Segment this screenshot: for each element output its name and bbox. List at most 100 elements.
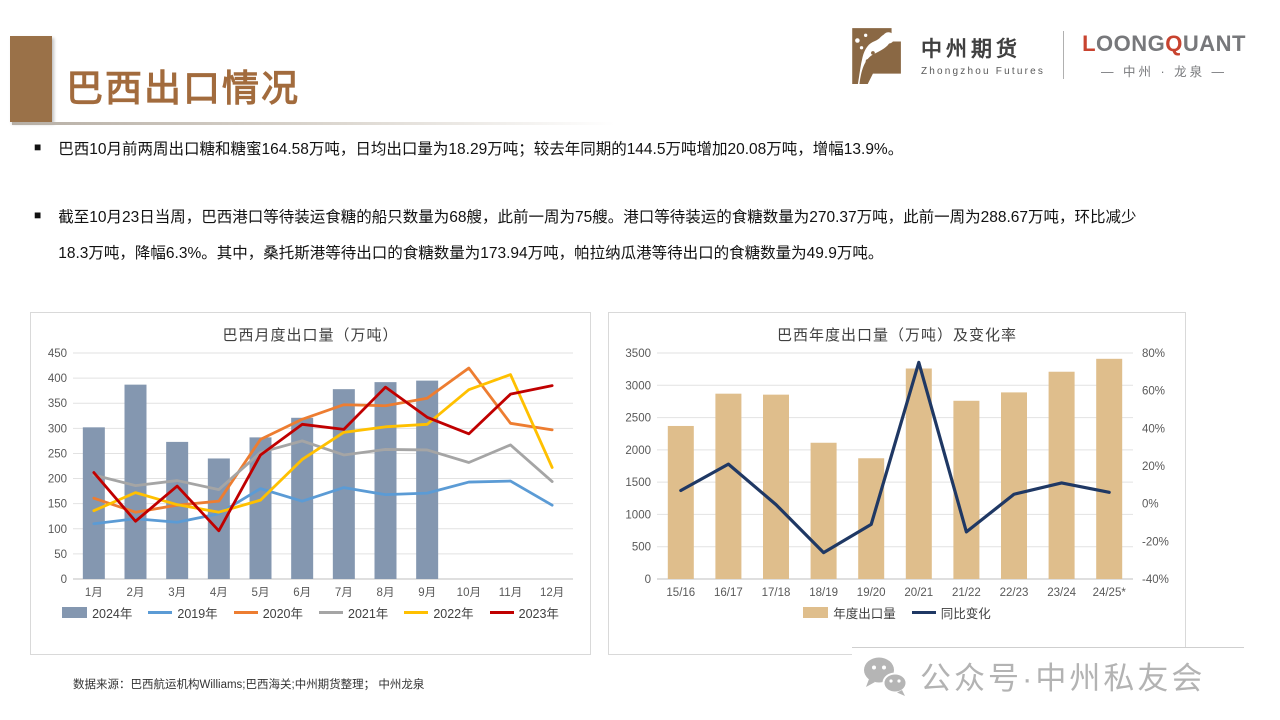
legend-item-2021年: 2021年	[319, 603, 388, 622]
brand-loongquant: LOONGQUANT — 中州 · 龙泉 —	[1082, 31, 1246, 80]
brand-loongquant-subtitle: — 中州 · 龙泉 —	[1101, 64, 1228, 79]
x-axis-tick-label: 23/24	[1047, 587, 1076, 599]
bar-2024年-9月	[415, 380, 438, 579]
bar-年度出口量-20/21	[905, 368, 932, 579]
line-series-2022年	[91, 373, 554, 514]
legend-swatch	[404, 611, 429, 614]
legend-item-2022年: 2022年	[404, 603, 474, 622]
legend-swatch	[319, 611, 343, 614]
legend-swatch	[803, 607, 829, 618]
y-axis-tick-label: 0	[645, 574, 651, 586]
x-axis-tick-label: 5月	[251, 587, 269, 599]
x-axis-tick-label: 4月	[209, 587, 227, 599]
x-axis-tick-label: 11月	[498, 587, 521, 599]
x-axis-tick-label: 12月	[540, 587, 564, 599]
x-axis-tick-label: 10月	[456, 587, 480, 599]
y-axis-tick-label: 350	[47, 398, 66, 410]
bar-2024年-8月	[374, 382, 396, 579]
x-axis-tick-label: 7月	[334, 587, 352, 599]
y-axis-tick-label: 50	[54, 549, 67, 561]
bar-2024年-2月	[124, 384, 146, 579]
x-axis-tick-label: 15/16	[666, 587, 695, 599]
right-y-axis-tick-label: 0%	[1142, 499, 1159, 511]
legend-item-2019年: 2019年	[148, 603, 218, 622]
x-axis-tick-label: 3月	[168, 587, 186, 599]
annual-chart-legend: 年度出口量 同比变化	[803, 603, 991, 622]
legend-label: 同比变化	[940, 607, 991, 621]
x-axis-tick-label: 20/21	[904, 587, 933, 599]
bar-年度出口量-15/16	[667, 425, 694, 579]
legend-label: 2019年	[177, 607, 218, 621]
legend-swatch	[233, 611, 258, 614]
legend-swatch	[148, 611, 173, 614]
legend-item-2023年: 2023年	[489, 603, 559, 622]
line-series-2021年	[91, 439, 554, 492]
bar-2024年-6月	[290, 417, 313, 579]
x-axis-tick-label: 16/17	[714, 587, 743, 599]
bullet-marker: ■	[34, 208, 42, 222]
legend-label: 2022年	[433, 607, 474, 621]
legend-label: 2024年	[92, 607, 133, 621]
x-axis-tick-label: 6月	[293, 587, 311, 599]
bullet-text: 巴西10月前两周出口糖和糖蜜164.58万吨，日均出口量为18.29万吨；较去年…	[58, 141, 904, 158]
logo-cluster: 中州期货 Zhongzhou Futures LOONGQUANT — 中州 ·…	[843, 26, 1246, 84]
bar-年度出口量-18/19	[810, 442, 837, 579]
right-y-axis-tick-label: 80%	[1142, 348, 1165, 360]
monthly-export-chart-panel: 巴西月度出口量（万吨） 0 50 100 150 200 250 300 350 400 450 1…	[30, 312, 591, 655]
right-y-axis-tick-label: -40%	[1142, 574, 1169, 586]
legend-item-同比变化: 同比变化	[911, 603, 991, 622]
leopard-logo-icon	[852, 28, 901, 84]
y-axis-tick-label: 450	[47, 348, 66, 360]
bullet-paragraph-1: ■ 巴西10月前两周出口糖和糖蜜164.58万吨，日均出口量为18.29万吨；较…	[34, 132, 1184, 168]
bullet-text: 截至10月23日当周，巴西港口等待装运食糖的船只数量为68艘，此前一周为75艘。…	[58, 209, 1137, 263]
legend-label: 2021年	[348, 607, 389, 621]
y-axis-tick-label: 3000	[625, 380, 651, 392]
y-axis-tick-label: 2500	[625, 413, 651, 425]
line-series-2023年	[91, 384, 554, 533]
y-axis-tick-label: 500	[632, 542, 651, 554]
bar-年度出口量-19/20	[858, 458, 885, 579]
title-underline	[12, 122, 615, 125]
y-axis-tick-label: 1500	[625, 477, 651, 489]
legend-item-2020年: 2020年	[233, 603, 303, 622]
line-series-2019年	[91, 479, 554, 526]
page-title: 巴西出口情况	[66, 68, 300, 109]
right-y-axis-tick-label: 20%	[1142, 461, 1165, 473]
line-series-同比变化	[679, 360, 1111, 555]
monthly-chart-legend: 2024年 2019年 2020年 2021年 2022年 2023年	[62, 603, 559, 622]
brand-zhongzhou: 中州期货 Zhongzhou Futures	[921, 33, 1045, 77]
legend-label: 2023年	[518, 607, 559, 621]
x-axis-tick-label: 17/18	[762, 587, 791, 599]
x-axis-tick-label: 24/25*	[1093, 587, 1127, 599]
y-axis-tick-label: 300	[47, 423, 66, 435]
wechat-icon	[864, 657, 908, 696]
x-axis-tick-label: 21/22	[952, 587, 981, 599]
wechat-watermark: 公众号·中州私友会	[852, 647, 1244, 703]
bar-年度出口量-16/17	[715, 393, 742, 579]
x-axis-tick-label: 1月	[84, 587, 102, 599]
annual-export-chart-panel: 巴西年度出口量（万吨）及变化率 0 500 1000 1500 2000 2500 3000…	[608, 312, 1186, 655]
bar-年度出口量-17/18	[763, 394, 789, 579]
x-axis-tick-label: 9月	[418, 587, 436, 599]
monthly-chart-title: 巴西月度出口量（万吨）	[222, 327, 399, 344]
bar-年度出口量-24/25*	[1096, 358, 1123, 579]
wordmark-letter: L	[1082, 30, 1097, 56]
y-axis-tick-label: 3500	[625, 348, 651, 360]
title-accent-bar	[10, 36, 52, 122]
bullet-marker: ■	[34, 140, 42, 154]
annual-export-chart: 0 500 1000 1500 2000 2500 3000 3500 -40% -20% 0% 20…	[625, 348, 1169, 599]
bar-年度出口量-22/23	[1001, 392, 1027, 579]
x-axis-tick-label: 2月	[126, 587, 144, 599]
y-axis-tick-label: 400	[47, 373, 66, 385]
bar-2024年-7月	[332, 389, 355, 579]
y-axis-tick-label: 0	[60, 574, 66, 586]
monthly-export-chart: 0 50 100 150 200 250 300 350 400 450 1月 2月 3月 4月 5月 6月 7…	[47, 348, 573, 599]
legend-swatch	[489, 611, 514, 614]
right-y-axis-tick-label: 40%	[1142, 423, 1165, 435]
right-y-axis-tick-label: -20%	[1142, 536, 1169, 548]
x-axis-tick-label: 18/19	[809, 587, 838, 599]
x-axis-tick-label: 8月	[376, 587, 394, 599]
bar-2024年-3月	[165, 441, 188, 579]
wordmark-letters: OONG	[1096, 30, 1166, 56]
annual-chart-title: 巴西年度出口量（万吨）及变化率	[776, 327, 1017, 344]
